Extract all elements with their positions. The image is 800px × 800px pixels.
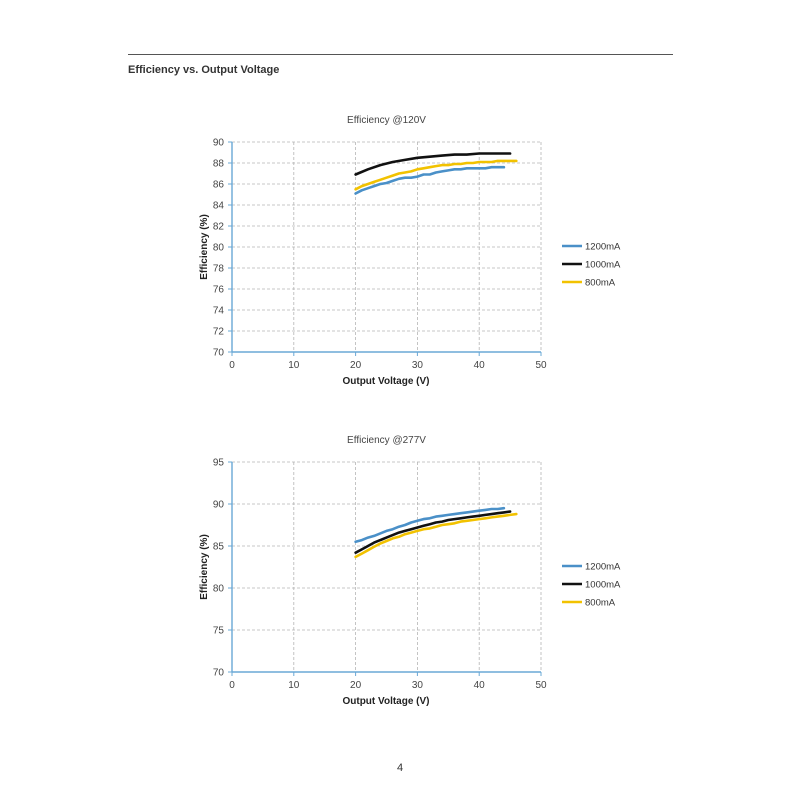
y-tick-label: 80 [213, 584, 225, 595]
section-title: Efficiency vs. Output Voltage [128, 64, 280, 76]
legend-label-1200ma: 1200mA [585, 562, 621, 573]
header-rule [128, 54, 673, 55]
y-tick-label: 70 [213, 348, 225, 359]
x-tick-label: 0 [229, 360, 235, 371]
page-number: 4 [396, 762, 404, 774]
x-tick-label: 0 [229, 680, 235, 691]
series-line-1000ma [354, 510, 512, 554]
y-tick-label: 82 [213, 222, 225, 233]
chart-title: Efficiency @120V [347, 115, 426, 126]
legend-label-1000ma: 1000mA [585, 580, 621, 591]
x-tick-label: 20 [350, 680, 362, 691]
x-axis-label: Output Voltage (V) [342, 376, 429, 387]
x-axis-label: Output Voltage (V) [342, 696, 429, 707]
x-tick-label: 30 [412, 680, 424, 691]
series-line-1200ma [354, 506, 506, 544]
y-axis-label: Efficiency (%) [199, 534, 210, 600]
y-axis-label: Efficiency (%) [199, 214, 210, 280]
x-tick-label: 40 [474, 360, 486, 371]
y-tick-label: 74 [213, 306, 225, 317]
y-tick-label: 76 [213, 285, 225, 296]
series-line-1000ma [354, 152, 512, 176]
chart-efficiency-277v: Efficiency @277V 70 75 80 85 90 95 0 10 20 30 40 50 O… [199, 435, 621, 707]
x-tick-label: 40 [474, 680, 486, 691]
y-tick-label: 90 [213, 138, 225, 149]
y-tick-label: 84 [213, 201, 225, 212]
x-tick-label: 20 [350, 360, 362, 371]
chart-title: Efficiency @277V [347, 435, 426, 446]
y-tick-label: 72 [213, 327, 225, 338]
x-tick-label: 10 [288, 680, 300, 691]
series-line-1200ma [354, 165, 506, 195]
series-line-800ma [354, 159, 518, 191]
x-tick-label: 30 [412, 360, 424, 371]
legend-label-800ma: 800mA [585, 598, 616, 609]
legend-label-800ma: 800mA [585, 278, 616, 289]
series-line-800ma [354, 512, 518, 559]
legend-label-1000ma: 1000mA [585, 260, 621, 271]
chart-efficiency-120v: Efficiency @120V 70 72 74 76 78 80 82 84 86 88 90 0 1… [199, 115, 621, 387]
x-tick-label: 10 [288, 360, 300, 371]
y-tick-label: 85 [213, 542, 225, 553]
y-tick-label: 75 [213, 626, 225, 637]
y-tick-label: 78 [213, 264, 225, 275]
y-tick-label: 80 [213, 243, 225, 254]
legend-label-1200ma: 1200mA [585, 242, 621, 253]
x-tick-label: 50 [535, 680, 547, 691]
y-tick-label: 90 [213, 500, 225, 511]
x-tick-label: 50 [535, 360, 547, 371]
y-tick-label: 88 [213, 159, 225, 170]
y-tick-label: 86 [213, 180, 225, 191]
y-tick-label: 70 [213, 668, 225, 679]
y-tick-label: 95 [213, 458, 225, 469]
